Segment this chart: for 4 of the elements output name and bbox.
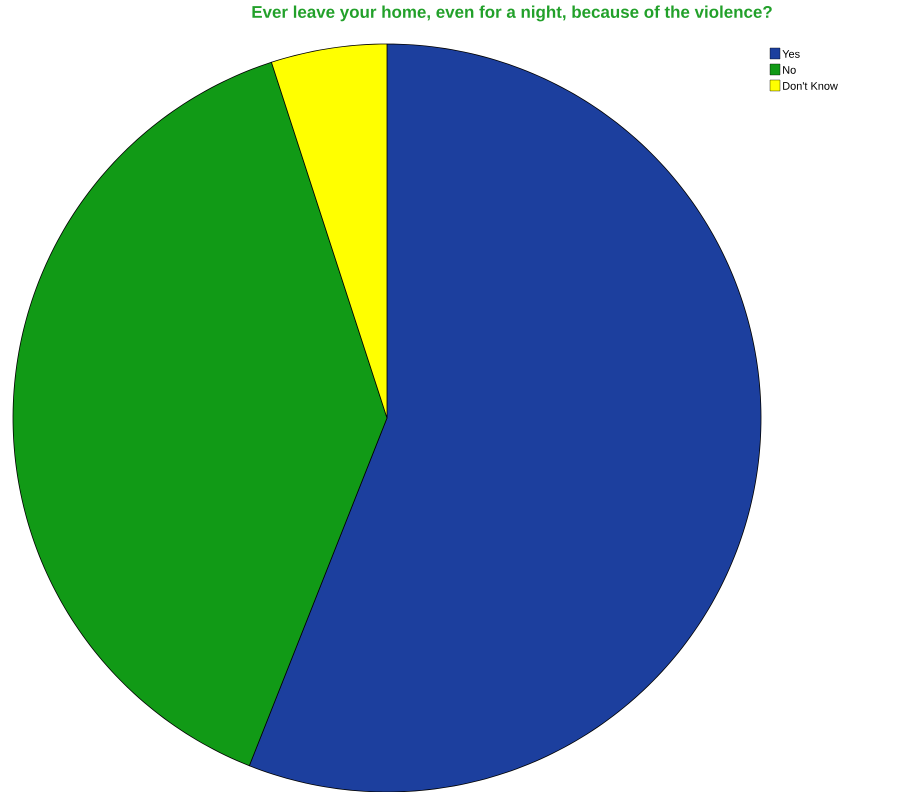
legend-label: Yes [782, 50, 800, 58]
legend-label: No [783, 66, 796, 74]
legend-label: Don't Know [783, 82, 838, 90]
chart-title: Ever leave your home, even for a night, because of the violence? [252, 6, 772, 22]
